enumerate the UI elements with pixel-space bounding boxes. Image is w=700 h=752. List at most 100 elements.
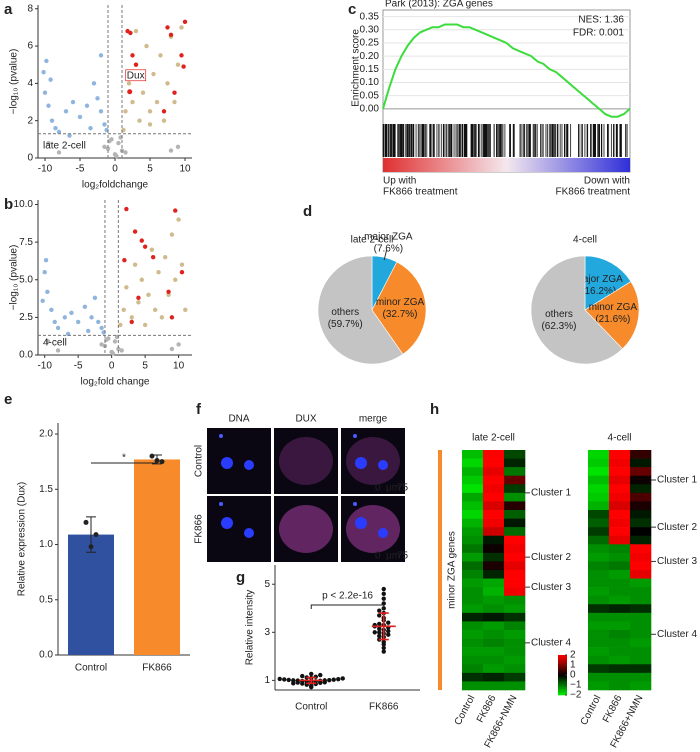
colorbar-step — [558, 659, 567, 662]
y-tick-label: 1 — [264, 675, 270, 686]
p-value-label: p < 2.2e-16 — [322, 591, 373, 602]
point — [322, 678, 327, 683]
column-header: merge — [359, 414, 388, 425]
x-tick-label: -5 — [74, 361, 83, 372]
heatmap-cell — [483, 492, 505, 502]
point — [98, 53, 104, 58]
point — [165, 25, 170, 30]
heatmap-cell — [462, 612, 484, 622]
pie-title: late 2-cell — [351, 235, 394, 246]
colorbar-step — [558, 675, 567, 678]
point — [327, 677, 332, 683]
heatmap-cell — [630, 638, 652, 648]
slice-value: (21.6%) — [595, 314, 630, 325]
point — [169, 232, 175, 237]
p-value-bracket — [310, 604, 385, 609]
heatmap-cell — [630, 527, 652, 537]
point — [130, 53, 135, 58]
replicate-point — [83, 519, 89, 525]
colorbar-step — [558, 673, 567, 676]
heatmap-cell — [462, 475, 484, 485]
heatmap-cell — [483, 510, 505, 519]
heatmap-cell — [630, 595, 652, 605]
point — [147, 122, 153, 127]
heatmap-cell — [504, 587, 526, 597]
colorbar-step — [558, 657, 567, 660]
point — [133, 62, 139, 67]
heatmap-cell — [504, 672, 526, 682]
point — [168, 32, 174, 38]
heatmap-cell — [462, 561, 484, 571]
heatmap-cell — [462, 492, 484, 502]
point — [91, 81, 97, 86]
heatmap-cell — [504, 578, 526, 588]
heatmap-cell — [588, 655, 610, 665]
heatmap-cell — [630, 621, 652, 631]
heatmap-cell — [504, 595, 526, 605]
colorbar-step — [558, 669, 567, 672]
point — [150, 254, 156, 260]
cluster-label: Cluster 4 — [531, 637, 571, 648]
heatmap-cell — [630, 484, 652, 494]
point — [40, 298, 45, 304]
heatmap-cell — [462, 535, 484, 545]
heatmap-cell — [462, 467, 484, 477]
x-tick-label: FK866 — [142, 663, 172, 674]
y-tick-label: 8 — [27, 3, 33, 14]
slice-label: minor ZGA — [589, 302, 638, 313]
heatmap-cell — [588, 492, 610, 502]
heatmap-cell — [483, 552, 505, 562]
point — [129, 319, 134, 325]
colorbar-step — [558, 691, 567, 694]
heatmap-cell — [609, 544, 631, 554]
point — [154, 99, 160, 105]
y-tick-label: 0.5 — [39, 594, 53, 605]
heatmap-cell — [462, 604, 484, 614]
point — [124, 285, 129, 290]
point — [89, 315, 94, 320]
y-tick-label: 10.0 — [14, 199, 34, 210]
point — [75, 319, 81, 325]
heatmap-cell — [630, 475, 652, 485]
heatmap-cell — [609, 467, 631, 477]
heatmap-cell — [609, 484, 631, 494]
heatmap-cell — [588, 458, 610, 468]
heatmap-cell — [588, 475, 610, 485]
heatmap-cell — [630, 630, 652, 639]
mean-sd — [371, 612, 396, 641]
colorbar-step — [558, 663, 567, 666]
y-axis-label: Relative intensity — [245, 590, 256, 666]
point — [77, 114, 83, 120]
cytoplasm — [279, 437, 333, 485]
point — [179, 53, 184, 58]
point — [183, 307, 188, 313]
x-tick-label: 10 — [173, 361, 185, 372]
point — [282, 677, 287, 682]
heatmap-cell — [588, 621, 610, 631]
nucleus — [355, 517, 367, 529]
replicate-point — [88, 544, 94, 550]
scale-label: 75 — [397, 551, 409, 562]
heatmap-cell — [588, 561, 610, 571]
y-tick-label: 2.0 — [39, 429, 53, 440]
heatmap-cell — [630, 458, 652, 468]
y-tick-label: 1.5 — [39, 484, 53, 495]
nucleus — [244, 460, 254, 470]
y-tick-label: 0.15 — [360, 64, 380, 75]
y-tick-label: 0.10 — [360, 77, 380, 88]
cluster-label: Cluster 3 — [531, 582, 571, 593]
scale-label: μm — [386, 551, 400, 562]
point — [99, 342, 104, 347]
heatmap-cell — [630, 450, 652, 459]
heatmap-cell — [630, 467, 652, 477]
point — [172, 90, 177, 95]
point — [381, 591, 386, 597]
heatmap-cell — [588, 510, 610, 519]
point — [92, 295, 98, 301]
heatmap-cell — [462, 501, 484, 511]
point — [179, 262, 185, 267]
point — [70, 99, 76, 105]
x-tick-label: FK866 — [369, 702, 399, 713]
scale-label: 0 — [375, 551, 381, 562]
y-tick-label: 5 — [264, 579, 270, 590]
